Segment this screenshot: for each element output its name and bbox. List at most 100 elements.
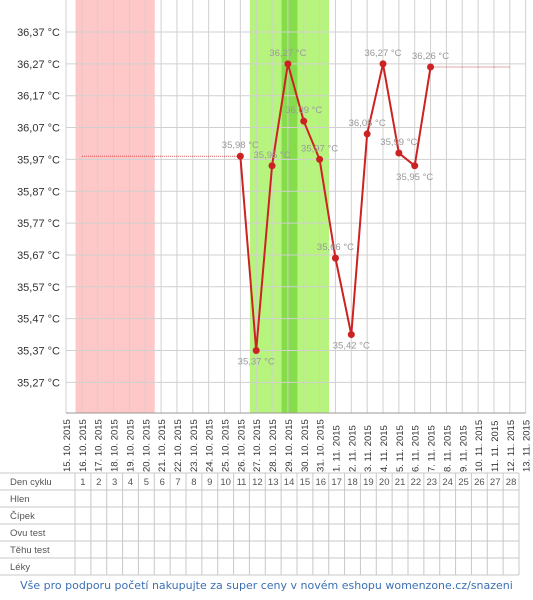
x-tick-label: 22. 10. 2015 — [173, 419, 184, 472]
cycle-day-number: 2 — [96, 477, 101, 488]
table-row-label: Ovu test — [10, 528, 46, 539]
shop-promo-link[interactable]: Vše pro podporu početí nakupujte za supe… — [20, 579, 513, 592]
y-tick-label: 35,27 °C — [17, 377, 60, 389]
data-label: 35,66 °C — [317, 242, 354, 253]
table-row-label: Léky — [10, 562, 30, 573]
cycle-day-number: 15 — [300, 477, 311, 488]
y-tick-label: 36,37 °C — [17, 27, 60, 39]
x-tick-label: 11. 11. 2015 — [490, 421, 501, 472]
cycle-day-number: 22 — [411, 477, 422, 488]
cycle-day-number: 20 — [379, 477, 390, 488]
table-row-label: Těhu test — [10, 545, 50, 556]
cycle-day-number: 4 — [128, 477, 133, 488]
cycle-day-number: 3 — [112, 477, 117, 488]
y-tick-label: 36,17 °C — [17, 91, 60, 103]
x-tick-label: 24. 10. 2015 — [205, 419, 216, 472]
data-point — [395, 149, 403, 157]
data-point — [331, 254, 339, 262]
data-label: 36,05 °C — [349, 118, 386, 129]
cycle-day-number: 11 — [237, 477, 247, 488]
data-point — [411, 162, 419, 170]
data-label: 35,99 °C — [380, 137, 417, 148]
y-tick-label: 36,07 °C — [17, 123, 60, 135]
cycle-day-number: 14 — [284, 477, 295, 488]
x-tick-label: 19. 10. 2015 — [125, 419, 136, 472]
cycle-day-number: 26 — [474, 477, 485, 488]
table-row-label: Hlen — [10, 494, 30, 505]
y-tick-label: 35,97 °C — [17, 154, 60, 166]
data-point — [252, 347, 260, 354]
cycle-day-number: 17 — [331, 477, 342, 488]
x-tick-label: 6. 11. 2015 — [411, 425, 422, 472]
cycle-temperature-chart: 36,37 °C 36,27 °C 36,17 °C 36,07 °C 35,97 °C… — [0, 0, 533, 576]
x-tick-label: 16. 10. 2015 — [78, 419, 89, 472]
x-tick-label: 20. 10. 2015 — [141, 419, 152, 472]
data-point — [363, 130, 371, 138]
table-row-label: Den cyklu — [10, 477, 52, 488]
x-tick-label: 4. 11. 2015 — [379, 425, 390, 472]
data-label: 35,97 °C — [301, 143, 338, 154]
cycle-day-number: 13 — [268, 477, 279, 488]
x-tick-label: 1. 11. 2015 — [331, 425, 342, 472]
cycle-day-number: 8 — [191, 477, 196, 488]
x-tick-label: 3. 11. 2015 — [363, 425, 374, 472]
x-tick-label: 27. 10. 2015 — [252, 419, 263, 472]
fertile-band-2 — [281, 0, 298, 413]
data-point — [379, 60, 387, 68]
x-tick-label: 25. 10. 2015 — [221, 419, 232, 472]
cycle-day-number: 24 — [442, 477, 453, 488]
x-tick-label: 7. 11. 2015 — [427, 425, 438, 472]
y-tick-label: 35,47 °C — [17, 314, 60, 326]
data-point — [300, 117, 308, 125]
x-tick-label: 18. 10. 2015 — [110, 419, 121, 472]
cycle-day-number: 21 — [395, 477, 406, 488]
x-tick-label: 8. 11. 2015 — [442, 425, 453, 472]
cycle-day-number: 28 — [506, 477, 517, 488]
cycle-day-number: 6 — [160, 477, 165, 488]
x-tick-label: 9. 11. 2015 — [458, 425, 469, 472]
data-label: 35,95 °C — [254, 150, 291, 161]
cycle-day-number: 25 — [458, 477, 469, 488]
cycle-day-number: 12 — [252, 477, 263, 488]
data-point — [268, 162, 276, 170]
x-tick-label: 17. 10. 2015 — [94, 419, 105, 472]
cycle-day-number: 5 — [144, 477, 149, 488]
y-tick-label: 36,27 °C — [17, 59, 60, 71]
x-tick-label: 10. 11. 2015 — [474, 420, 485, 472]
data-label: 35,98 °C — [222, 140, 259, 151]
data-label: 36,27 °C — [364, 48, 401, 59]
data-label: 36,26 °C — [412, 51, 449, 62]
data-point — [236, 152, 244, 160]
data-point — [284, 60, 292, 68]
cycle-day-number: 1 — [80, 477, 85, 488]
x-tick-label: 30. 10. 2015 — [300, 419, 311, 472]
data-label: 36,27 °C — [269, 48, 306, 59]
x-tick-label: 15. 10. 2015 — [62, 419, 73, 472]
x-tick-label: 21. 10. 2015 — [157, 419, 168, 472]
data-label: 35,42 °C — [333, 341, 370, 352]
table-row-label: Čípek — [10, 511, 35, 522]
x-tick-label: 26. 10. 2015 — [236, 419, 247, 472]
cycle-day-number: 19 — [363, 477, 374, 488]
data-point — [427, 63, 435, 71]
x-tick-label: 5. 11. 2015 — [395, 425, 406, 472]
data-point — [347, 331, 355, 339]
y-tick-label: 35,37 °C — [17, 346, 60, 358]
cycle-day-number: 18 — [347, 477, 358, 488]
cycle-day-number: 7 — [175, 477, 180, 488]
x-tick-label: 2. 11. 2015 — [347, 425, 358, 472]
x-tick-label: 23. 10. 2015 — [189, 419, 200, 472]
cycle-day-number: 9 — [207, 477, 212, 488]
y-tick-label: 35,57 °C — [17, 282, 60, 294]
data-label: 35,37 °C — [238, 357, 275, 368]
data-point — [316, 155, 324, 163]
x-tick-label: 12. 11. 2015 — [506, 420, 517, 472]
cycle-day-number: 10 — [220, 477, 231, 488]
x-tick-label: 28. 10. 2015 — [268, 419, 279, 472]
cycle-day-number: 27 — [490, 477, 501, 488]
x-tick-label: 13. 11. 2015 — [522, 420, 533, 472]
cycle-day-number: 23 — [426, 477, 437, 488]
cycle-day-number: 16 — [315, 477, 326, 488]
y-tick-label: 35,67 °C — [17, 250, 60, 262]
data-label: 36,09 °C — [285, 105, 322, 116]
